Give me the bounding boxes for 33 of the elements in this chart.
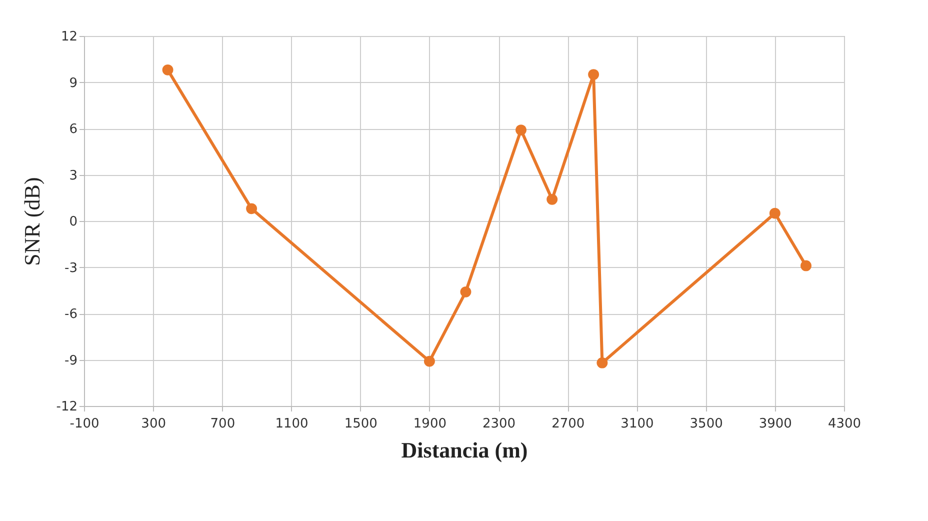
point bbox=[162, 64, 174, 76]
point bbox=[596, 357, 608, 368]
x-tick-label: 3900 bbox=[758, 416, 792, 432]
x-tick-label: 3100 bbox=[620, 416, 654, 432]
y-tick-label: -12 bbox=[56, 400, 78, 414]
point bbox=[460, 286, 472, 298]
y-tick-label: -6 bbox=[64, 307, 78, 322]
y-tick-label: 12 bbox=[60, 30, 78, 44]
x-tick-label: 1500 bbox=[344, 416, 378, 432]
x-tick-label: 1100 bbox=[275, 416, 308, 432]
y-tick-label: 0 bbox=[69, 214, 78, 230]
point bbox=[546, 194, 558, 205]
x-tick-label: 1900 bbox=[413, 416, 446, 432]
point bbox=[516, 124, 526, 136]
y-tick-label: -3 bbox=[64, 260, 78, 276]
point bbox=[246, 203, 258, 214]
y-axis-title: SNR (dB) bbox=[19, 177, 44, 266]
y-tick-label: 3 bbox=[69, 168, 78, 184]
point bbox=[769, 208, 780, 219]
point bbox=[800, 260, 812, 272]
x-axis-title: Distancia (m) bbox=[401, 438, 528, 462]
x-tick-label: 700 bbox=[210, 416, 236, 432]
x-tick-label: 2300 bbox=[482, 416, 516, 432]
point bbox=[588, 69, 600, 80]
x-tick-label: 300 bbox=[141, 416, 166, 432]
x-tick-label: -100 bbox=[70, 416, 100, 432]
y-tick-label: -9 bbox=[64, 353, 78, 368]
point bbox=[424, 356, 435, 367]
x-tick-label: 2700 bbox=[552, 416, 585, 432]
y-tick-label: 6 bbox=[69, 122, 78, 137]
x-tick-label: 3500 bbox=[690, 416, 723, 432]
y-tick-label: 9 bbox=[69, 76, 78, 91]
x-tick-label: 4300 bbox=[828, 416, 862, 432]
